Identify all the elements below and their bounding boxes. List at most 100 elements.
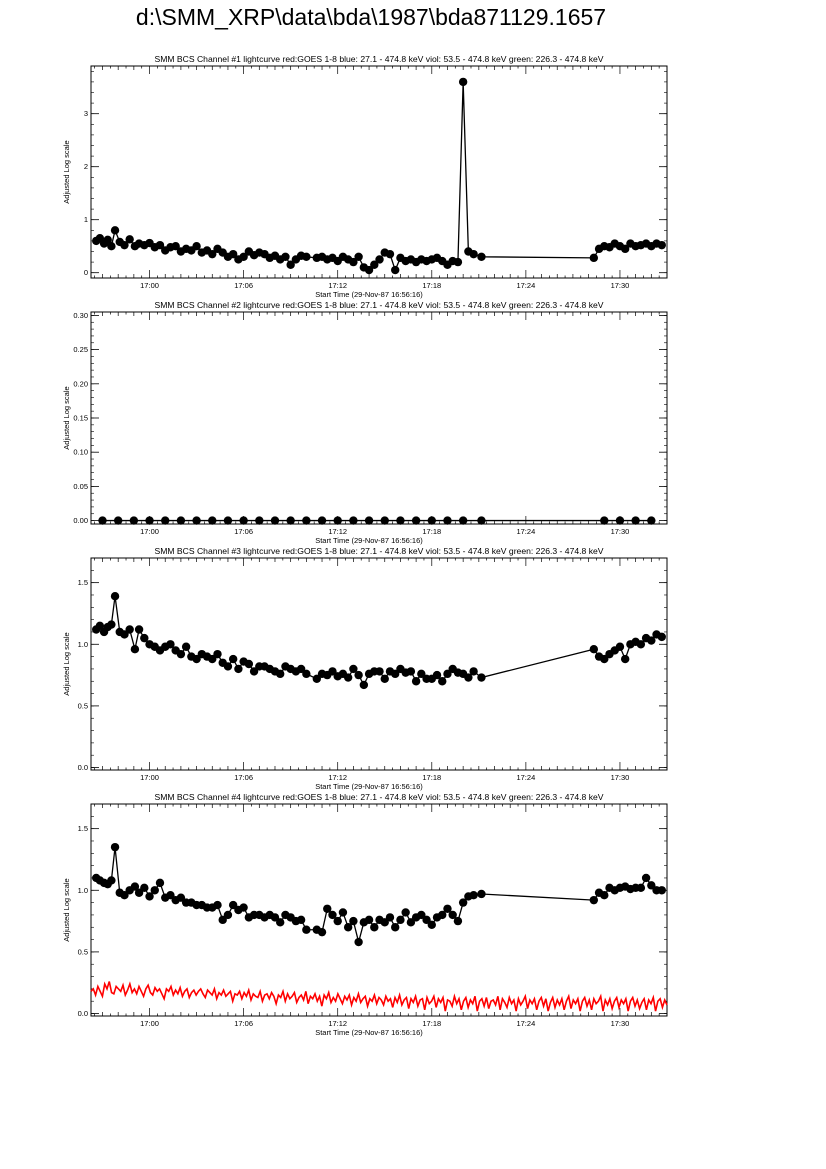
data-point — [438, 677, 447, 686]
data-point — [443, 516, 452, 525]
data-point — [302, 669, 311, 679]
data-point — [213, 649, 222, 659]
x-tick-label: 17:00 — [140, 527, 159, 536]
data-point — [228, 654, 238, 664]
data-point — [477, 252, 486, 261]
series-line — [95, 81, 662, 272]
data-point — [140, 883, 149, 893]
data-point — [417, 910, 426, 920]
plot-frame — [90, 557, 668, 771]
x-tick-label: 17:12 — [328, 773, 347, 782]
y-axis-label: Adjusted Log scale — [62, 386, 71, 449]
x-tick-label: 17:12 — [328, 281, 347, 290]
data-point — [181, 642, 191, 651]
x-tick-label: 17:00 — [140, 281, 159, 290]
y-tick-label: 0.10 — [73, 448, 88, 457]
data-point — [391, 265, 400, 275]
data-point — [427, 920, 436, 929]
data-point — [615, 642, 625, 651]
y-tick-label: 2 — [84, 162, 88, 171]
data-point — [103, 235, 112, 245]
data-point — [453, 257, 463, 267]
data-point — [647, 636, 656, 645]
y-tick-label: 0.30 — [73, 311, 88, 320]
data-point — [120, 630, 129, 639]
y-tick-label: 3 — [84, 109, 88, 118]
x-tick-label: 17:30 — [611, 281, 630, 290]
data-point — [589, 253, 599, 263]
plot-frame — [90, 65, 668, 279]
y-tick-label: 0.00 — [73, 516, 88, 525]
chart-panel-3: SMM BCS Channel #3 lightcurve red:GOES 1… — [62, 546, 668, 791]
x-axis-label: Start Time (29-Nov-87 16:56:16) — [315, 290, 423, 299]
data-point — [401, 908, 410, 917]
y-tick-label: 1.5 — [78, 578, 88, 587]
y-tick-label: 1.0 — [78, 886, 88, 895]
y-tick-label: 0 — [84, 268, 88, 277]
data-point — [125, 625, 134, 634]
data-point — [469, 891, 478, 900]
y-tick-label: 0.5 — [78, 947, 88, 956]
data-point — [110, 592, 120, 601]
data-point — [427, 516, 436, 525]
data-point — [641, 873, 651, 883]
x-tick-label: 17:18 — [422, 773, 441, 782]
page-title: d:\SMM_XRP\data\bda\1987\bda871129.1657 — [135, 4, 607, 30]
y-tick-label: 0.05 — [73, 482, 88, 491]
data-point — [302, 516, 311, 525]
data-point — [208, 654, 217, 664]
data-point — [647, 881, 656, 890]
data-point — [234, 664, 243, 674]
data-point — [155, 240, 165, 250]
y-axis-label: Adjusted Log scale — [62, 140, 71, 203]
data-point — [192, 516, 201, 525]
data-point — [134, 888, 144, 897]
data-point — [150, 886, 159, 895]
data-point — [281, 252, 290, 261]
data-point — [600, 516, 609, 525]
y-tick-label: 1.0 — [78, 640, 88, 649]
data-point — [657, 240, 666, 250]
data-point — [328, 667, 337, 676]
data-point — [276, 918, 285, 927]
data-point — [477, 516, 486, 525]
data-point — [161, 516, 170, 525]
data-point — [359, 680, 369, 690]
data-point — [354, 937, 363, 947]
data-point — [286, 516, 295, 525]
chart-title: SMM BCS Channel #4 lightcurve red:GOES 1… — [154, 792, 603, 802]
chart-panel-4: SMM BCS Channel #4 lightcurve red:GOES 1… — [62, 792, 668, 1037]
x-tick-label: 17:24 — [516, 527, 535, 536]
data-point — [166, 640, 175, 649]
data-point — [338, 908, 348, 917]
data-point — [380, 516, 389, 525]
data-point — [615, 516, 625, 525]
y-tick-label: 0.25 — [73, 345, 88, 354]
data-point — [176, 649, 186, 659]
data-point — [636, 640, 646, 649]
data-point — [364, 516, 374, 525]
data-point — [477, 889, 486, 899]
y-axis-label: Adjusted Log scale — [62, 878, 71, 941]
y-tick-label: 0.5 — [78, 701, 88, 710]
y-tick-label: 1.5 — [78, 824, 88, 833]
data-point — [417, 669, 426, 679]
data-point — [349, 664, 358, 674]
x-tick-label: 17:24 — [516, 773, 535, 782]
data-point — [176, 516, 186, 525]
data-point — [171, 242, 180, 251]
data-point — [208, 249, 217, 259]
data-point — [176, 893, 186, 902]
data-point — [333, 916, 342, 926]
y-tick-label: 0.15 — [73, 414, 88, 423]
data-point — [375, 667, 384, 676]
x-tick-label: 17:24 — [516, 281, 535, 290]
data-point — [223, 516, 233, 525]
data-point — [317, 516, 327, 525]
data-point — [130, 645, 140, 654]
data-point — [129, 516, 139, 525]
data-point — [631, 516, 640, 525]
x-tick-label: 17:06 — [234, 281, 253, 290]
data-point — [391, 669, 400, 679]
